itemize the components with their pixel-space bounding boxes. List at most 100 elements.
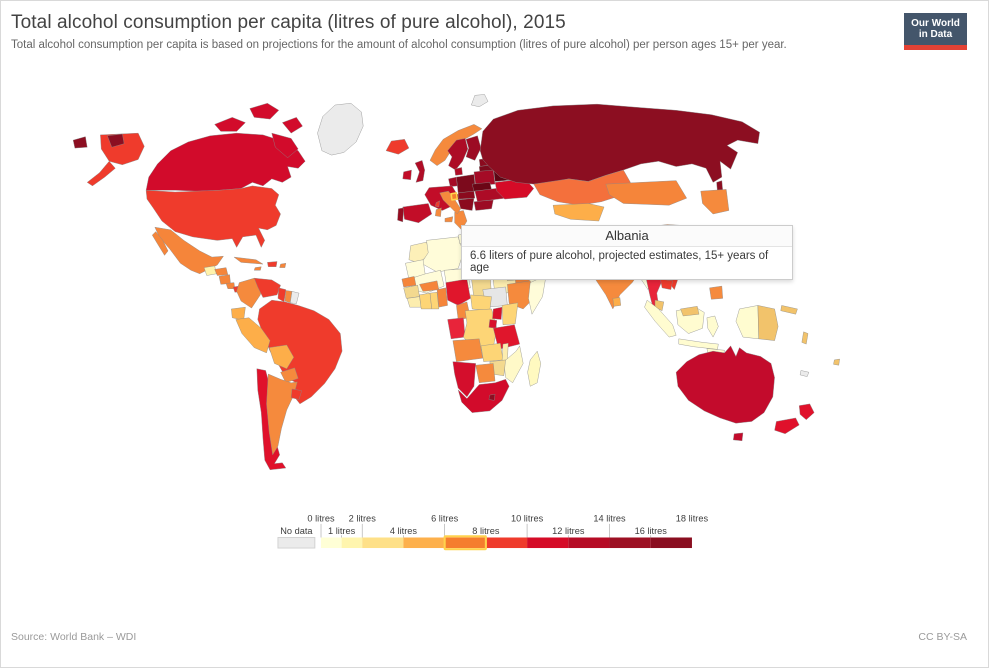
region-canada-arctic-3[interactable]	[282, 117, 303, 134]
region-argentina[interactable]	[266, 373, 298, 456]
region-cuba[interactable]	[233, 256, 264, 265]
region-fiji[interactable]	[833, 358, 840, 366]
region-ghana[interactable]	[429, 292, 440, 310]
legend-bin-2-4-litres[interactable]	[362, 537, 404, 549]
region-jamaica[interactable]	[254, 266, 262, 271]
region-new-zealand-south[interactable]	[774, 417, 800, 434]
region-solomon-islands[interactable]	[780, 305, 798, 315]
region-burkina-faso[interactable]	[419, 280, 440, 292]
region-italy[interactable]	[439, 190, 461, 215]
region-usa[interactable]	[145, 185, 281, 248]
region-chukotka-edge[interactable]	[72, 136, 88, 149]
region-guinea[interactable]	[403, 285, 420, 299]
region-baja-california[interactable]	[152, 231, 169, 256]
region-ireland[interactable]	[402, 169, 412, 180]
region-greenland[interactable]	[317, 103, 364, 156]
region-nigeria[interactable]	[445, 278, 471, 306]
region-west-balkans[interactable]	[457, 197, 475, 211]
region-denmark[interactable]	[454, 167, 463, 176]
region-botswana[interactable]	[475, 363, 496, 383]
region-germany[interactable]	[456, 174, 476, 194]
region-rwanda-burundi[interactable]	[488, 319, 498, 329]
legend-bin-12-14-litres[interactable]	[568, 537, 610, 549]
region-central-asia[interactable]	[552, 203, 605, 222]
region-iceland[interactable]	[385, 139, 410, 155]
region-gabon-congo[interactable]	[447, 317, 466, 340]
region-nicaragua[interactable]	[218, 274, 231, 285]
region-poland[interactable]	[473, 169, 496, 187]
region-algeria[interactable]	[421, 236, 464, 273]
region-ne-china[interactable]	[700, 189, 730, 215]
region-benelux[interactable]	[448, 176, 458, 187]
legend-bin-14-16-litres[interactable]	[609, 537, 651, 549]
region-canada-arctic-1[interactable]	[214, 117, 246, 132]
region-portugal[interactable]	[397, 207, 404, 223]
region-french-guiana[interactable]	[290, 291, 300, 304]
region-sierra-leone-liberia[interactable]	[406, 296, 422, 308]
region-new-zealand-north[interactable]	[799, 403, 815, 420]
region-svalbard[interactable]	[471, 94, 489, 107]
legend-no-data-swatch[interactable]	[277, 537, 316, 549]
region-honduras[interactable]	[214, 267, 229, 276]
region-south-africa[interactable]	[457, 379, 510, 413]
region-finland[interactable]	[465, 135, 482, 161]
region-guyana[interactable]	[277, 287, 287, 303]
region-central-african-republic[interactable]	[470, 294, 492, 311]
region-peru[interactable]	[235, 317, 271, 354]
region-mozambique[interactable]	[503, 345, 524, 383]
region-corsica[interactable]	[435, 200, 440, 208]
license-link[interactable]: CC BY-SA	[918, 631, 967, 643]
region-bolivia[interactable]	[268, 344, 294, 369]
region-canada-arctic-2[interactable]	[249, 103, 280, 120]
region-baffin-island[interactable]	[271, 132, 299, 158]
region-togo-benin[interactable]	[436, 287, 448, 308]
region-sumatra[interactable]	[644, 299, 677, 338]
region-hispaniola[interactable]	[267, 261, 278, 267]
region-papua-new-guinea[interactable]	[757, 305, 779, 341]
region-philippines-mindanao[interactable]	[709, 285, 723, 300]
region-bulgaria[interactable]	[473, 199, 494, 211]
region-sardinia[interactable]	[435, 207, 442, 217]
region-venezuela[interactable]	[254, 277, 281, 298]
region-albania[interactable]	[450, 192, 459, 201]
region-paraguay[interactable]	[280, 367, 299, 383]
region-alaska-peninsula[interactable]	[86, 161, 116, 187]
region-guatemala[interactable]	[203, 265, 217, 276]
region-tasmania[interactable]	[733, 432, 744, 441]
region-austria[interactable]	[457, 190, 476, 200]
region-east-malaysia[interactable]	[680, 306, 700, 317]
owid-logo[interactable]: Our World in Data	[904, 13, 967, 50]
legend-bin-4-6-litres[interactable]	[403, 537, 445, 549]
region-zambia[interactable]	[480, 343, 504, 362]
region-canada[interactable]	[145, 132, 306, 192]
region-kenya[interactable]	[501, 302, 519, 325]
region-sri-lanka[interactable]	[612, 297, 621, 307]
region-angola[interactable]	[452, 338, 483, 362]
region-sweden[interactable]	[447, 138, 469, 171]
region-uruguay[interactable]	[290, 388, 302, 400]
region-australia[interactable]	[675, 345, 775, 424]
region-lesotho[interactable]	[488, 394, 496, 401]
region-sulawesi[interactable]	[706, 315, 719, 338]
region-chukotka-east[interactable]	[107, 133, 125, 148]
region-cambodia[interactable]	[660, 278, 673, 290]
legend-bin-8-10-litres[interactable]	[485, 537, 528, 549]
region-vanuatu[interactable]	[801, 331, 809, 345]
region-sicily[interactable]	[444, 216, 454, 223]
region-spain[interactable]	[402, 203, 432, 223]
region-uganda[interactable]	[492, 306, 503, 320]
region-madagascar[interactable]	[527, 350, 541, 387]
region-west-new-guinea[interactable]	[735, 305, 759, 340]
region-ivory-coast[interactable]	[419, 292, 432, 310]
region-java[interactable]	[678, 338, 719, 350]
legend-bin-10-12-litres[interactable]	[527, 537, 569, 549]
legend-bin-0-1-litres[interactable]	[321, 537, 342, 549]
legend-bin-16-18-litres[interactable]	[650, 537, 692, 549]
region-united-kingdom[interactable]	[414, 160, 425, 183]
region-namibia[interactable]	[452, 361, 476, 398]
legend-bin-6-8-litres[interactable]	[444, 537, 486, 549]
legend-bin-1-2-litres[interactable]	[341, 537, 363, 549]
region-senegal[interactable]	[401, 276, 417, 288]
region-puerto-rico[interactable]	[279, 263, 287, 268]
region-new-caledonia[interactable]	[799, 370, 810, 377]
